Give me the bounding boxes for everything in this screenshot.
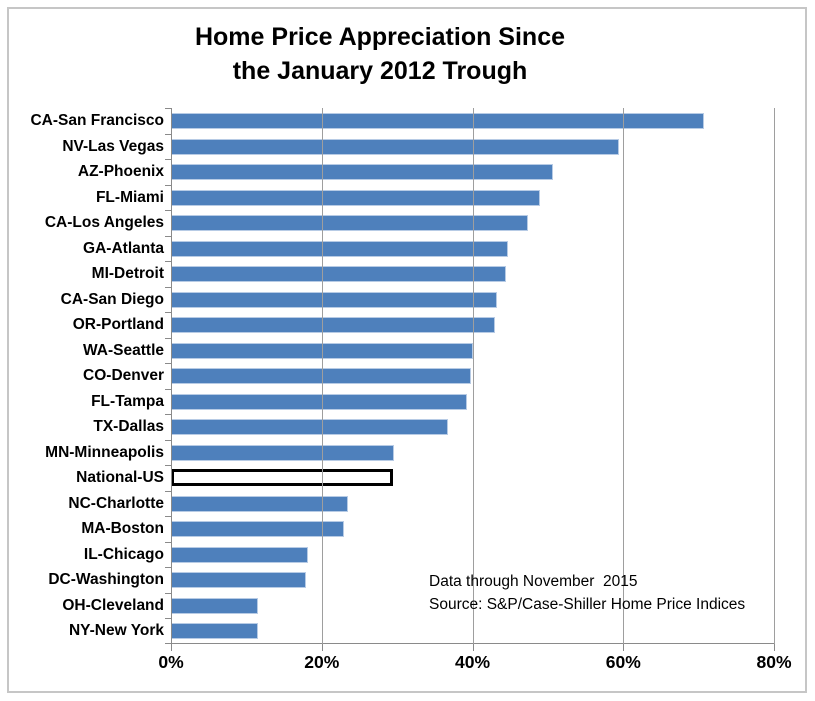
y-axis-tick xyxy=(165,643,171,644)
city-bar xyxy=(171,138,620,155)
y-axis-tick xyxy=(165,618,171,619)
category-label: FL-Tampa xyxy=(91,392,164,410)
category-label: DC-Washington xyxy=(48,571,164,589)
y-axis-tick xyxy=(165,312,171,313)
category-label: CO-Denver xyxy=(83,367,164,385)
annotation-source: Source: S&P/Case-Shiller Home Price Indi… xyxy=(429,596,746,613)
category-label: FL-Miami xyxy=(95,188,164,206)
x-axis-tick xyxy=(171,644,172,651)
city-bar xyxy=(171,419,448,436)
y-axis-tick xyxy=(165,593,171,594)
city-bar xyxy=(171,215,529,232)
vertical-gridline xyxy=(623,108,625,644)
category-label: NC-Charlotte xyxy=(68,494,164,512)
y-axis-tick xyxy=(165,440,171,441)
category-label: National-US xyxy=(76,469,164,487)
category-label: MN-Minneapolis xyxy=(45,443,164,461)
category-label: NY-New York xyxy=(68,622,164,640)
city-bar xyxy=(171,393,468,410)
y-axis-tick xyxy=(165,363,171,364)
x-axis-tick-label: 40% xyxy=(454,652,491,672)
bar-row xyxy=(171,465,774,491)
vertical-gridline xyxy=(472,108,474,644)
y-axis-tick xyxy=(165,516,171,517)
x-axis-tick-labels: 0% 20% 40% 60% 80% xyxy=(158,652,791,678)
y-axis-tick xyxy=(165,287,171,288)
annotation-data-through: Data through November 2015 xyxy=(429,573,638,590)
vertical-gridline xyxy=(774,108,775,644)
city-bar xyxy=(171,521,344,538)
plot-area xyxy=(165,108,775,651)
city-bar xyxy=(171,572,306,589)
y-axis-tick xyxy=(165,491,171,492)
city-bar xyxy=(171,240,508,257)
y-axis-tick xyxy=(165,159,171,160)
y-axis-tick xyxy=(165,465,171,466)
y-axis-tick xyxy=(165,414,171,415)
city-bar xyxy=(171,291,497,308)
y-axis-tick xyxy=(165,210,171,211)
x-axis-tick xyxy=(774,644,775,651)
category-label: OH-Cleveland xyxy=(62,596,164,614)
city-bar xyxy=(171,597,259,614)
chart-title-line-2: the January 2012 Trough xyxy=(232,57,528,85)
category-label: NV-Las Vegas xyxy=(62,137,164,155)
x-axis-tick-label: 80% xyxy=(756,652,792,672)
category-label: MA-Boston xyxy=(81,520,164,538)
y-axis-tick xyxy=(165,185,171,186)
city-bar xyxy=(171,317,496,334)
city-bar xyxy=(171,546,309,563)
city-bar xyxy=(171,623,259,640)
y-axis-tick xyxy=(165,567,171,568)
chart-title-line-1: Home Price Appreciation Since xyxy=(194,23,566,51)
category-label: MI-Detroit xyxy=(91,265,164,283)
y-axis-tick xyxy=(165,108,171,109)
y-axis-tick xyxy=(165,389,171,390)
category-label: TX-Dallas xyxy=(93,418,164,436)
y-axis-tick xyxy=(165,261,171,262)
category-label: CA-San Diego xyxy=(60,290,164,308)
city-bar xyxy=(171,189,540,206)
y-axis-tick xyxy=(165,542,171,543)
category-label: CA-San Francisco xyxy=(30,112,164,129)
x-axis-tick-label: 60% xyxy=(605,652,641,672)
category-label: AZ-Phoenix xyxy=(77,163,164,181)
city-bar xyxy=(171,266,506,283)
national-us-bar xyxy=(171,469,394,487)
chart-title: Home Price Appreciation Since the Januar… xyxy=(0,20,760,88)
x-axis-line xyxy=(170,643,774,644)
y-axis-tick xyxy=(165,134,171,135)
category-label: CA-Los Angeles xyxy=(44,214,164,232)
category-label: IL-Chicago xyxy=(83,545,164,563)
y-axis-tick xyxy=(165,236,171,237)
category-label: WA-Seattle xyxy=(83,341,164,359)
city-bar xyxy=(171,444,395,461)
category-axis-labels: CA-San Francisco NV-Las Vegas AZ-Phoenix FL… xyxy=(0,108,164,644)
chart-frame-border xyxy=(7,7,807,693)
category-label: GA-Atlanta xyxy=(83,239,164,257)
x-axis-tick-label: 0% xyxy=(158,652,184,672)
x-axis-tick-label: 20% xyxy=(304,652,340,672)
y-axis-tick xyxy=(165,338,171,339)
x-axis-tick xyxy=(472,644,474,651)
category-label: OR-Portland xyxy=(72,316,164,334)
city-bar xyxy=(171,164,554,181)
x-axis-tick xyxy=(623,644,625,651)
y-axis-line xyxy=(171,108,172,644)
x-axis-tick xyxy=(321,644,323,651)
annotation: Data through November 2015 Source: S&P/C… xyxy=(429,570,745,616)
vertical-gridline xyxy=(321,108,323,644)
